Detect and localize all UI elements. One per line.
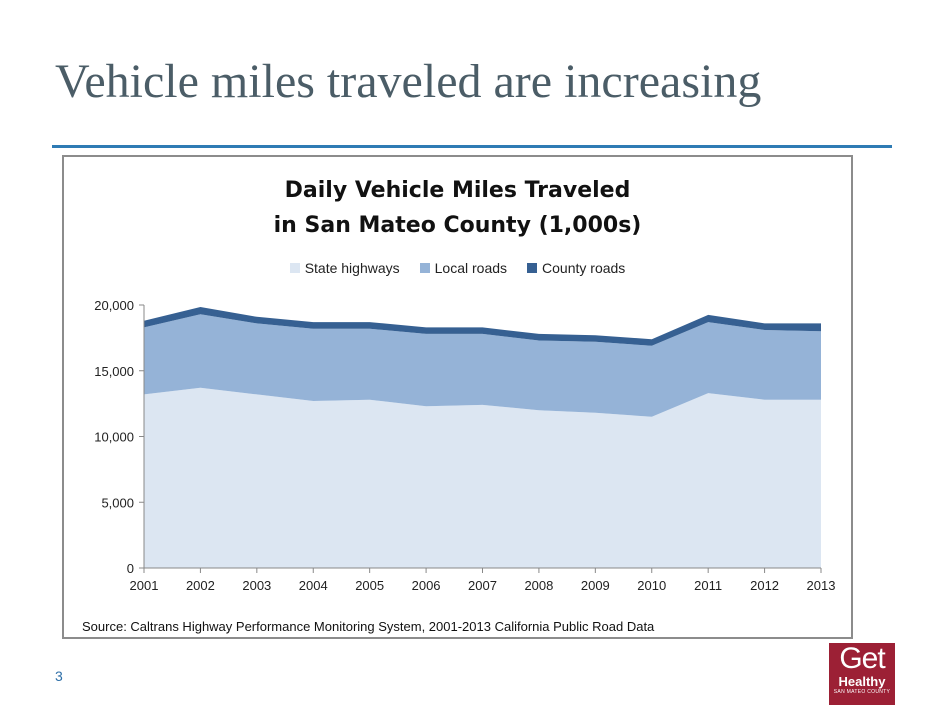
x-tick-label: 2012 xyxy=(750,578,779,593)
legend-swatch-state-highways xyxy=(289,263,300,273)
y-tick-label: 5,000 xyxy=(101,495,134,510)
x-tick-label: 2009 xyxy=(581,578,610,593)
chart-source-note: Source: Caltrans Highway Performance Mon… xyxy=(82,619,655,634)
area-state-highways xyxy=(144,387,821,568)
legend-item-county-roads: County roads xyxy=(527,260,625,276)
area-county-roads xyxy=(144,307,821,346)
chart-frame: Daily Vehicle Miles Traveled in San Mate… xyxy=(62,155,853,639)
x-tick-label: 2013 xyxy=(807,578,836,593)
legend-swatch-local-roads xyxy=(419,263,430,273)
x-tick-label: 2010 xyxy=(637,578,666,593)
x-tick-label: 2002 xyxy=(186,578,215,593)
legend-label-state-highways: State highways xyxy=(304,260,400,276)
x-tick-label: 2008 xyxy=(524,578,553,593)
page-number: 3 xyxy=(55,668,63,684)
x-tick-label: 2006 xyxy=(412,578,441,593)
legend-item-local-roads: Local roads xyxy=(419,260,508,276)
x-tick-label: 2007 xyxy=(468,578,497,593)
legend-label-local-roads: Local roads xyxy=(434,260,508,276)
x-tick-label: 2011 xyxy=(694,578,722,593)
y-tick-label: 15,000 xyxy=(94,364,134,379)
get-healthy-logo: Get Healthy SAN MATEO COUNTY xyxy=(829,643,895,705)
area-local-roads xyxy=(144,314,821,417)
chart-title-line-1: Daily Vehicle Miles Traveled xyxy=(284,178,631,203)
legend-label-county-roads: County roads xyxy=(542,260,626,276)
logo-word-healthy: Healthy xyxy=(838,674,886,689)
logo-county-text: SAN MATEO COUNTY xyxy=(833,689,891,695)
axes-layer: 0 5,000 10,000 15,000 20,000 2001 2002 2003 2004… xyxy=(94,298,835,593)
slide-title: Vehicle miles traveled are increasing xyxy=(55,55,762,108)
area-layer xyxy=(144,307,821,568)
x-tick-label: 2001 xyxy=(130,578,159,593)
x-tick-label: 2003 xyxy=(242,578,271,593)
y-tick-label: 10,000 xyxy=(94,430,134,445)
y-tick-label: 0 xyxy=(127,561,134,576)
y-tick-label: 20,000 xyxy=(94,298,134,313)
chart-title: Daily Vehicle Miles Traveled in San Mate… xyxy=(64,173,851,243)
legend-item-state-highways: State highways xyxy=(289,260,400,276)
chart-plot: 0 5,000 10,000 15,000 20,000 2001 2002 2003 2004… xyxy=(94,298,835,593)
title-divider xyxy=(52,145,892,148)
chart-legend: State highways Local roads County roads xyxy=(64,260,851,276)
legend-swatch-county-roads xyxy=(527,263,538,273)
x-tick-label: 2004 xyxy=(299,578,328,593)
chart-title-line-2: in San Mateo County (1,000s) xyxy=(273,213,642,238)
x-tick-label: 2005 xyxy=(355,578,384,593)
logo-word-get: Get xyxy=(839,642,885,675)
